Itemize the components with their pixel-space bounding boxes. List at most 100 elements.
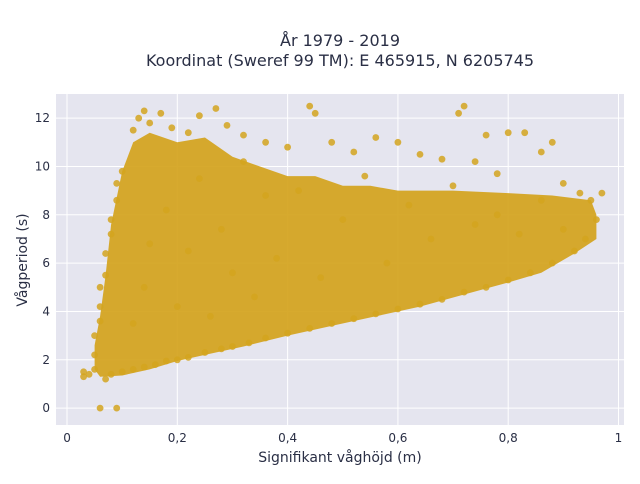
data-point <box>96 283 104 291</box>
data-point <box>184 247 192 255</box>
data-point <box>157 109 165 117</box>
data-point <box>113 180 121 187</box>
data-point <box>383 259 391 267</box>
data-point <box>405 201 413 209</box>
data-point <box>240 158 247 166</box>
data-point <box>184 354 192 361</box>
data-points <box>80 102 606 412</box>
data-point <box>273 254 280 262</box>
data-point <box>240 131 247 139</box>
data-point <box>317 274 325 281</box>
data-point <box>526 269 534 277</box>
data-point <box>262 334 269 342</box>
data-point <box>571 247 578 255</box>
data-point <box>306 325 314 332</box>
data-point <box>162 206 170 214</box>
data-point <box>140 283 148 291</box>
data-point <box>455 109 462 117</box>
x-axis-ticks: 0 0,2 0,4 0,6 0,8 1 <box>63 431 622 445</box>
data-point <box>218 225 225 233</box>
data-point <box>173 303 181 310</box>
data-point <box>146 240 154 248</box>
y-tick-label: 0 <box>42 401 50 415</box>
data-point <box>559 180 567 187</box>
y-tick-label: 8 <box>42 208 50 222</box>
data-point <box>80 373 87 381</box>
data-point <box>515 230 523 238</box>
data-point <box>416 151 424 158</box>
chart-title-line2: Koordinat (Sweref 99 TM): E 465915, N 62… <box>146 51 534 70</box>
data-point <box>548 259 556 267</box>
x-tick-label: 1 <box>615 431 623 445</box>
data-point <box>102 375 109 383</box>
data-point <box>537 196 545 204</box>
data-point <box>140 107 148 115</box>
data-point <box>394 305 402 313</box>
data-point <box>493 211 501 219</box>
data-point <box>96 404 104 412</box>
data-point <box>284 143 291 151</box>
data-point <box>548 138 556 146</box>
chart-title-line1: År 1979 - 2019 <box>280 31 400 50</box>
data-point <box>438 155 446 163</box>
y-tick-label: 12 <box>35 111 50 125</box>
data-point <box>91 351 98 359</box>
data-point <box>107 230 115 238</box>
data-point <box>460 288 468 296</box>
data-point <box>113 404 121 412</box>
data-point <box>438 296 446 303</box>
data-point <box>80 368 87 376</box>
y-tick-label: 2 <box>42 353 50 367</box>
point-cloud-area <box>94 132 597 377</box>
data-point <box>295 187 302 195</box>
data-point <box>196 112 203 120</box>
data-point <box>460 102 468 110</box>
data-point <box>582 235 589 243</box>
data-point <box>113 196 121 204</box>
data-point <box>427 235 435 243</box>
data-point <box>482 131 490 139</box>
data-point <box>449 182 457 190</box>
data-point <box>229 269 236 277</box>
data-point <box>129 320 137 327</box>
y-axis-ticks: 0 2 4 6 8 10 12 <box>35 111 50 415</box>
data-point <box>521 129 529 137</box>
data-point <box>207 312 214 320</box>
data-point <box>493 170 501 178</box>
data-point <box>218 345 225 353</box>
data-point <box>129 126 137 134</box>
data-point <box>471 158 479 166</box>
data-point <box>140 363 148 371</box>
data-point <box>173 356 181 364</box>
x-tick-label: 0 <box>63 431 71 445</box>
data-point <box>306 102 314 110</box>
data-point <box>151 361 159 368</box>
data-point <box>96 303 104 310</box>
data-point <box>102 271 109 279</box>
data-point <box>184 129 192 137</box>
data-point <box>339 216 347 224</box>
data-point <box>229 343 236 350</box>
data-point <box>328 320 336 327</box>
x-tick-label: 0,8 <box>499 431 518 445</box>
data-point <box>559 225 567 233</box>
data-point <box>212 105 220 112</box>
data-point <box>223 122 231 129</box>
data-point <box>96 317 104 325</box>
data-point <box>201 349 209 356</box>
data-point <box>311 109 319 117</box>
data-point <box>102 250 109 257</box>
data-point <box>372 310 380 318</box>
data-point <box>262 192 269 199</box>
x-tick-label: 0,4 <box>278 431 297 445</box>
data-point <box>504 129 512 137</box>
data-point <box>372 134 380 141</box>
data-point <box>361 172 369 180</box>
data-point <box>593 216 600 224</box>
data-point <box>598 189 606 197</box>
data-point <box>284 329 291 337</box>
data-point <box>146 119 154 127</box>
data-point <box>85 370 93 378</box>
